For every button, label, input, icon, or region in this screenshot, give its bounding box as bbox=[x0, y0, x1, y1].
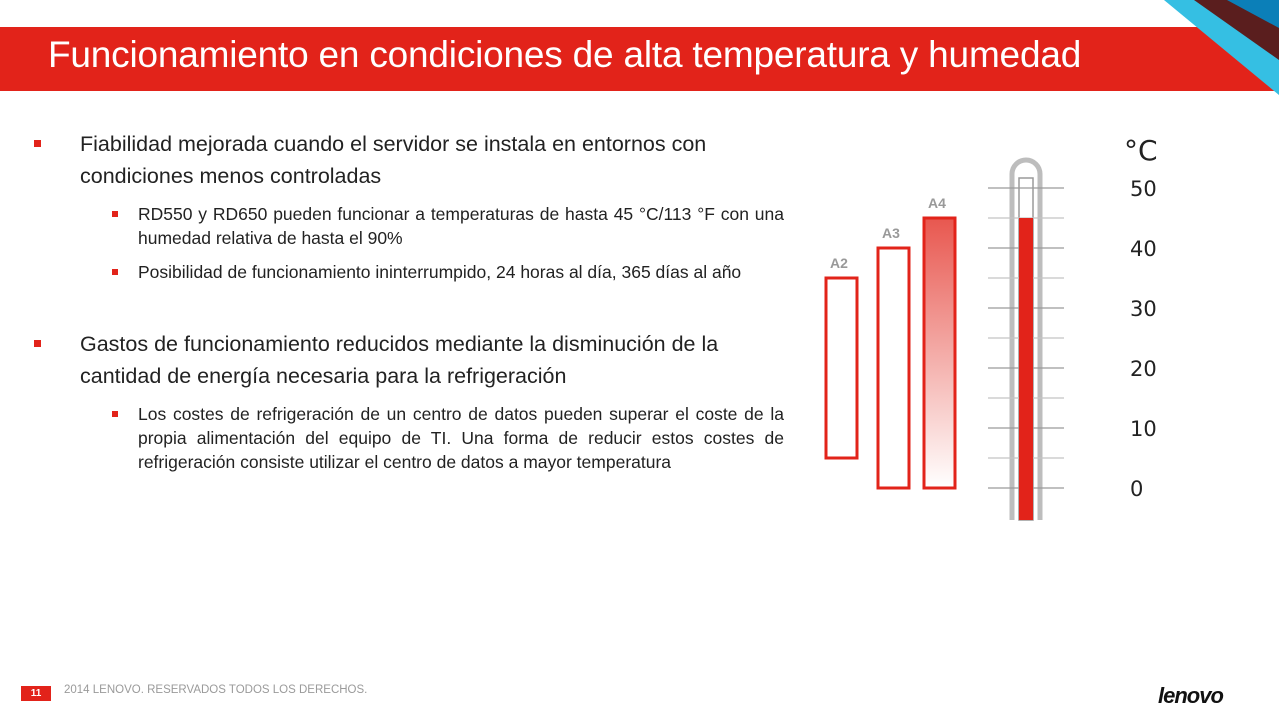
thermometer-tube bbox=[1009, 157, 1043, 520]
sub-bullet-1-2: Posibilidad de funcionamiento ininterrum… bbox=[34, 260, 784, 284]
sub-bullet-2-1: Los costes de refrigeración de un centro… bbox=[34, 402, 784, 474]
bullet-marker bbox=[34, 340, 41, 347]
sub-bullet-2-1-text: Los costes de refrigeración de un centro… bbox=[138, 404, 784, 472]
class-label-a3: A3 bbox=[882, 225, 900, 241]
sub-bullet-1-1-text: RD550 y RD650 pueden funcionar a tempera… bbox=[138, 204, 784, 248]
scale-tick-label: 50 bbox=[1130, 177, 1157, 201]
class-label-a2: A2 bbox=[830, 255, 848, 271]
sub-bullet-1-1: RD550 y RD650 pueden funcionar a tempera… bbox=[34, 202, 784, 250]
class-bar-a4 bbox=[922, 216, 957, 490]
scale-tick-label: 30 bbox=[1130, 297, 1157, 321]
scale-tick-label: 10 bbox=[1130, 417, 1157, 441]
sub-bullet-marker bbox=[112, 411, 118, 417]
class-bar-a2 bbox=[824, 276, 859, 460]
page-number: 11 bbox=[21, 686, 51, 701]
bullet-marker bbox=[34, 140, 41, 147]
class-label-a4: A4 bbox=[928, 195, 946, 211]
sub-bullet-marker bbox=[112, 269, 118, 275]
scale-tick-label: 0 bbox=[1130, 477, 1143, 501]
scale-tick-label: 40 bbox=[1130, 237, 1157, 261]
title-bar bbox=[0, 27, 1279, 91]
bullet-2: Gastos de funcionamiento reducidos media… bbox=[34, 328, 720, 392]
copyright-footer: 2014 LENOVO. RESERVADOS TODOS LOS DERECH… bbox=[64, 684, 368, 696]
bullet-list: Fiabilidad mejorada cuando el servidor s… bbox=[34, 128, 784, 474]
bullet-2-text: Gastos de funcionamiento reducidos media… bbox=[80, 332, 719, 388]
sub-bullet-marker bbox=[112, 211, 118, 217]
sub-bullet-1-2-text: Posibilidad de funcionamiento ininterrum… bbox=[138, 262, 742, 282]
bullet-1-text: Fiabilidad mejorada cuando el servidor s… bbox=[80, 132, 707, 188]
lenovo-logo: lenovo bbox=[1158, 683, 1224, 708]
bullet-1: Fiabilidad mejorada cuando el servidor s… bbox=[34, 128, 784, 192]
title-corner-decoration bbox=[1164, 0, 1279, 95]
mercury-column bbox=[1019, 218, 1033, 520]
slide-title: Funcionamiento en condiciones de alta te… bbox=[48, 34, 1082, 75]
class-bar-a3 bbox=[876, 246, 911, 490]
unit-label: °C bbox=[1124, 134, 1158, 167]
thermometer-diagram: °C 50 40 30 20 10 0 A2 A3 A4 bbox=[824, 134, 1158, 521]
scale-tick-label: 20 bbox=[1130, 357, 1157, 381]
